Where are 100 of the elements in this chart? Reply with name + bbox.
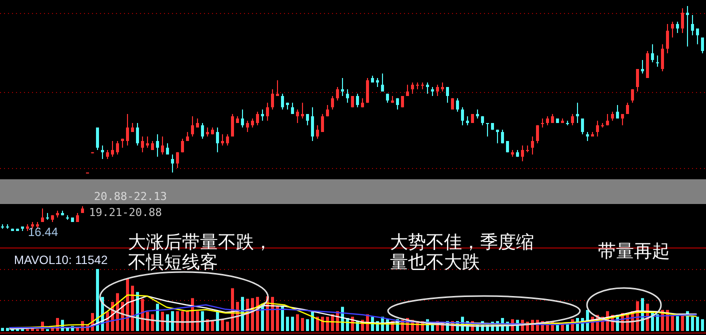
candlestick — [326, 104, 329, 117]
candlestick — [671, 21, 674, 38]
candlestick — [266, 102, 269, 122]
candlestick — [366, 78, 369, 104]
bar — [171, 311, 174, 331]
candlestick — [126, 114, 129, 146]
candlestick — [141, 136, 144, 153]
candlestick — [576, 102, 579, 124]
candlestick — [41, 208, 44, 222]
bar — [161, 312, 164, 331]
candlestick — [306, 114, 309, 126]
candlestick — [241, 109, 244, 128]
candlestick — [231, 114, 234, 137]
text: MAVOL10: 11542 — [14, 253, 108, 267]
bar — [306, 319, 309, 331]
candlestick — [596, 120, 599, 137]
candlestick — [156, 134, 159, 158]
candlestick — [456, 98, 459, 112]
candlestick — [681, 8, 684, 34]
bar — [146, 312, 149, 331]
candlestick — [201, 122, 204, 140]
bar — [296, 314, 299, 331]
candlestick — [181, 138, 184, 153]
bar — [66, 328, 69, 331]
bar — [141, 298, 144, 331]
candlestick — [111, 140, 114, 158]
candlestick — [621, 114, 624, 126]
candlestick — [631, 88, 634, 104]
candlestick — [676, 21, 679, 34]
candlestick — [356, 93, 359, 108]
bar — [701, 319, 704, 331]
candlestick — [161, 136, 164, 155]
annotation: 大涨后带量不跌，不惧短线客 — [128, 232, 272, 273]
bar — [286, 316, 289, 331]
candlestick — [656, 55, 659, 68]
candlestick — [606, 114, 609, 126]
bar — [51, 328, 54, 331]
bar — [691, 316, 694, 331]
candlestick — [171, 154, 174, 173]
band-label: 20.88-22.13 — [94, 190, 167, 203]
annotation: 19.21-20.88 — [89, 206, 162, 219]
bar — [221, 319, 224, 331]
candlestick — [691, 14, 694, 36]
candlestick — [256, 111, 259, 126]
bar — [656, 314, 659, 331]
candlestick — [216, 127, 219, 153]
bar — [216, 312, 219, 331]
candlestick — [696, 28, 699, 45]
bar — [151, 314, 154, 331]
bar — [316, 316, 319, 331]
candlestick — [321, 114, 324, 132]
bar — [76, 328, 79, 331]
candlestick — [436, 84, 439, 96]
candlestick — [246, 120, 249, 132]
bar — [311, 312, 314, 331]
candlestick — [261, 109, 264, 122]
bar — [301, 318, 304, 331]
candlestick — [571, 114, 574, 126]
candlestick — [501, 129, 504, 144]
bar — [671, 314, 674, 331]
candlestick — [226, 134, 229, 146]
bar — [6, 328, 9, 331]
bar — [196, 311, 199, 331]
candlestick — [191, 116, 194, 137]
bar — [291, 316, 294, 331]
bar — [676, 316, 679, 331]
bar — [186, 311, 189, 331]
candlestick — [446, 86, 449, 104]
bar — [696, 316, 699, 331]
candlestick — [271, 88, 274, 110]
candlestick — [301, 102, 304, 119]
candlestick — [311, 106, 314, 142]
candlestick — [651, 44, 654, 63]
bar — [281, 306, 284, 331]
candlestick — [641, 60, 644, 74]
annotation: 大势不佳，季度缩量也不大跌 — [390, 232, 534, 273]
candlestick — [381, 73, 384, 92]
candlestick — [616, 104, 619, 119]
bar — [566, 324, 569, 331]
bar — [181, 311, 184, 331]
bar — [166, 314, 169, 331]
candlestick — [486, 122, 489, 137]
candlestick — [581, 118, 584, 135]
candlestick — [96, 127, 99, 150]
candlestick — [281, 93, 284, 110]
candlestick — [701, 37, 704, 54]
candlestick — [661, 44, 664, 72]
candlestick — [346, 88, 349, 104]
candlestick — [521, 145, 524, 162]
bar — [276, 306, 279, 331]
candlestick — [636, 68, 639, 92]
candlestick — [221, 134, 224, 146]
bar — [321, 316, 324, 331]
bar — [326, 316, 329, 331]
candlestick — [666, 24, 669, 54]
candlestick — [296, 109, 299, 124]
candlestick — [316, 124, 319, 140]
bar — [96, 269, 99, 331]
candlestick — [461, 106, 464, 126]
bar — [226, 322, 229, 331]
